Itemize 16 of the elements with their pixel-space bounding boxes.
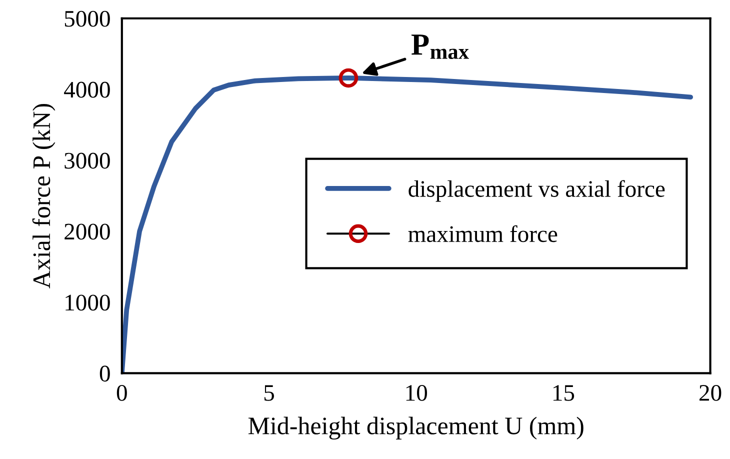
annotation: P$_{max}$ — [411, 34, 469, 60]
y-tick-label: 1000 — [66, 294, 110, 311]
y-tick-label: 4000 — [64, 82, 110, 98]
x-tick-label: 20 — [700, 384, 722, 401]
x-axis-title: Mid-height displacement U (mm) — [248, 416, 584, 440]
x-tick-label: 0 — [116, 384, 127, 401]
y-tick-label: 2000 — [64, 224, 110, 240]
y-tick-label: 3000 — [64, 152, 110, 169]
legend-label: displacement vs axial force — [408, 180, 665, 202]
y-axis-title: Axial force P (kN) — [32, 104, 56, 288]
y-tick-label: 0 — [100, 366, 110, 382]
x-tick-label: 15 — [553, 385, 574, 401]
legend-label: maximum force — [408, 225, 558, 242]
y-tick-label: 5000 — [64, 10, 110, 27]
x-tick-label: 5 — [264, 385, 274, 401]
x-tick-label: 10 — [406, 384, 428, 401]
